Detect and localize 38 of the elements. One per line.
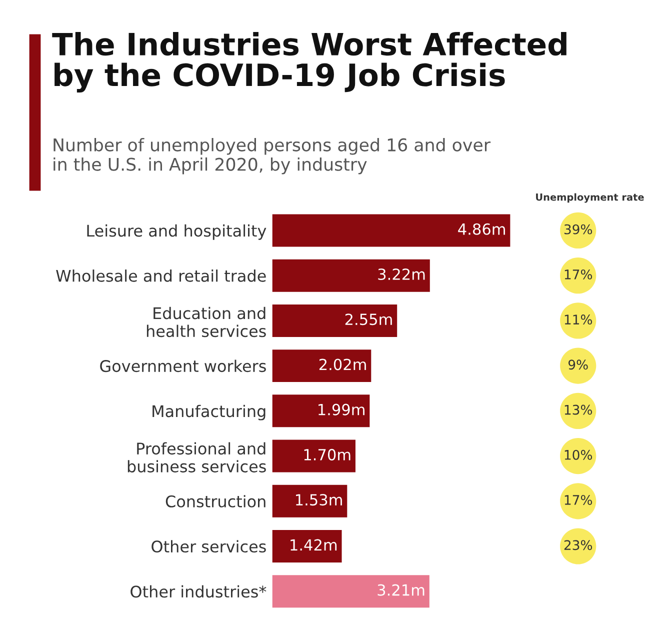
- y-tick-label: Other industries*: [130, 585, 266, 598]
- bar: [272, 484, 348, 518]
- bar: [272, 304, 398, 337]
- data-label: 4.86m: [458, 223, 505, 235]
- data-label: 1.42m: [290, 539, 337, 550]
- bar: [272, 259, 430, 292]
- text: 23%: [564, 540, 592, 550]
- y-tick-label: Wholesale and retail trade: [56, 270, 266, 282]
- bar: [272, 440, 356, 472]
- chart-title: The Industries Worst Affected by the COVID-19 Job Crisis: [52, 32, 566, 93]
- text: 11%: [564, 314, 592, 325]
- text: 39%: [564, 224, 592, 234]
- data-label: 3.21m: [378, 584, 424, 596]
- data-label: 2.02m: [319, 358, 366, 370]
- text: 10%: [564, 450, 592, 460]
- data-label: 3.22m: [378, 268, 425, 280]
- text: 17%: [564, 269, 592, 280]
- y-tick-label: Professional and business services: [128, 442, 266, 472]
- y-tick-label: Government workers: [100, 360, 266, 372]
- y-tick-label: Education and health services: [146, 306, 266, 338]
- bar: [272, 530, 342, 562]
- bar: [272, 214, 510, 247]
- data-label: 1.70m: [304, 448, 350, 460]
- text: 13%: [564, 404, 592, 415]
- chart-subtitle: Number of unemployed persons aged 16 and over in the U.S. in April 2020, by industry: [54, 138, 491, 174]
- y-tick-label: Manufacturing: [152, 404, 266, 420]
- bar: [272, 575, 430, 608]
- bar: [272, 350, 372, 382]
- text: 9%: [568, 360, 588, 370]
- bar: [272, 394, 370, 428]
- y-tick-label: Leisure and hospitality: [87, 224, 266, 240]
- y-tick-label: Construction: [166, 495, 266, 508]
- text: 17%: [564, 494, 592, 505]
- data-label: 1.53m: [296, 494, 342, 506]
- data-label: 2.55m: [345, 314, 392, 326]
- y-tick-label: Other services: [152, 540, 266, 553]
- data-label: 1.99m: [318, 404, 364, 416]
- text: Unemployment rate: [536, 193, 644, 203]
